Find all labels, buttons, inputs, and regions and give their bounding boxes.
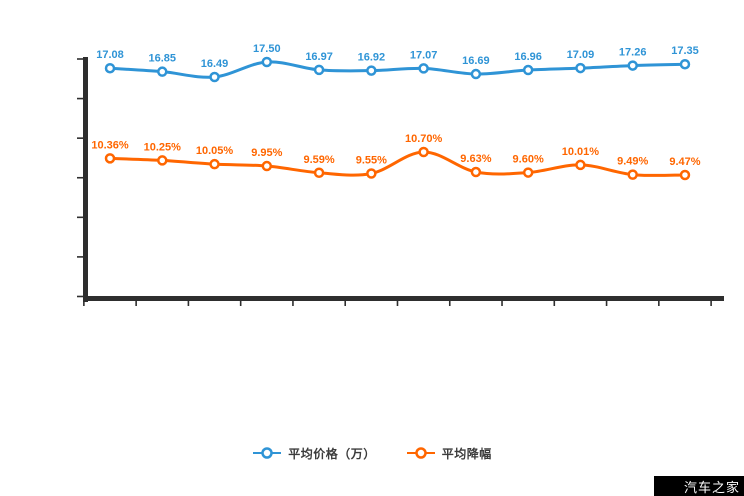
- data-point-dot[interactable]: [627, 169, 638, 180]
- data-point-dot[interactable]: [261, 56, 273, 68]
- data-point-label: 10.25%: [144, 141, 182, 153]
- data-point-label: 17.07: [410, 49, 438, 61]
- data-point-dot[interactable]: [261, 160, 273, 172]
- data-point-label: 9.47%: [669, 156, 700, 168]
- data-point-dot[interactable]: [366, 65, 377, 76]
- data-point-label: 17.09: [567, 49, 595, 61]
- data-point-label: 17.35: [671, 45, 699, 57]
- data-point-label: 10.70%: [405, 133, 443, 145]
- x-axis: [83, 296, 724, 306]
- data-point-label: 17.26: [619, 47, 647, 59]
- legend-label-average-price: 平均价格（万）: [288, 446, 376, 461]
- data-point-dot[interactable]: [313, 64, 325, 76]
- data-point-label: 9.49%: [617, 156, 648, 168]
- data-point-dot[interactable]: [522, 64, 534, 76]
- data-point-label: 10.01%: [562, 146, 600, 158]
- watermark-text: 汽车之家: [683, 479, 740, 495]
- data-point-dot[interactable]: [366, 168, 377, 179]
- data-point-label: 16.92: [358, 52, 386, 64]
- chart-legend: 平均价格（万） 平均降幅: [0, 441, 744, 465]
- data-point-label: 16.69: [462, 55, 490, 67]
- data-point-label: 9.59%: [303, 154, 334, 166]
- data-point-dot[interactable]: [209, 158, 220, 170]
- data-point-dot[interactable]: [157, 66, 168, 77]
- data-point-dot[interactable]: [209, 71, 220, 83]
- data-point-dot[interactable]: [157, 155, 168, 166]
- y-axis: [77, 57, 88, 302]
- price-line-marker-icon: [253, 447, 282, 459]
- series-layer: 17.08 16.85 16.49 17.50 16.97 16.92 17.07 16.69…: [91, 43, 701, 181]
- data-point-label: 9.63%: [460, 153, 491, 165]
- x-axis-line: [83, 296, 724, 301]
- data-point-dot[interactable]: [470, 166, 482, 178]
- data-point-dot[interactable]: [418, 146, 429, 158]
- series-average-price: 17.08 16.85 16.49 17.50 16.97 16.92 17.07 16.69…: [96, 43, 699, 83]
- x-axis-ticks: [83, 301, 712, 306]
- data-point-label: 16.49: [201, 58, 229, 70]
- data-point-dot[interactable]: [418, 63, 429, 74]
- data-point-label: 9.95%: [251, 147, 282, 159]
- data-point-label: 10.05%: [196, 145, 234, 157]
- data-point-dot[interactable]: [313, 167, 325, 179]
- data-point-label: 17.50: [253, 43, 281, 55]
- data-point-label: 9.55%: [356, 155, 387, 167]
- data-point-dot[interactable]: [575, 159, 586, 171]
- legend-label-average-discount: 平均降幅: [441, 446, 492, 461]
- data-point-label: 17.08: [96, 49, 124, 61]
- series-line: [108, 60, 687, 79]
- data-point-dot[interactable]: [470, 68, 482, 80]
- y-axis-ticks: [77, 58, 83, 298]
- data-point-dot[interactable]: [104, 62, 116, 74]
- series-average-discount: 10.36% 10.25% 10.05% 9.95% 9.59% 9.55% 10.70% 9…: [91, 133, 701, 181]
- data-point-dot[interactable]: [575, 62, 586, 74]
- discount-line-marker-icon: [406, 447, 435, 459]
- data-point-label: 16.96: [514, 51, 542, 63]
- data-point-label: 10.36%: [91, 139, 129, 151]
- y-axis-line: [83, 57, 88, 302]
- data-point-dot[interactable]: [679, 58, 691, 70]
- data-point-dot[interactable]: [627, 60, 638, 71]
- data-point-label: 9.60%: [513, 154, 544, 166]
- data-point-dot[interactable]: [104, 153, 116, 164]
- legend-item-average-discount[interactable]: 平均降幅: [406, 445, 492, 462]
- watermark-badge: 汽车之家: [654, 476, 744, 496]
- data-point-dot[interactable]: [522, 167, 534, 178]
- data-point-label: 16.85: [149, 53, 177, 65]
- legend-item-average-price[interactable]: 平均价格（万）: [252, 445, 376, 462]
- data-point-dot[interactable]: [679, 169, 691, 181]
- data-point-label: 16.97: [305, 51, 333, 63]
